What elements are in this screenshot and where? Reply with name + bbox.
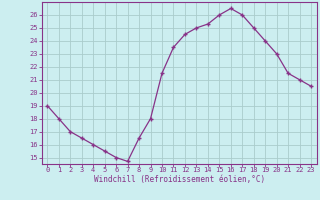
X-axis label: Windchill (Refroidissement éolien,°C): Windchill (Refroidissement éolien,°C) <box>94 175 265 184</box>
